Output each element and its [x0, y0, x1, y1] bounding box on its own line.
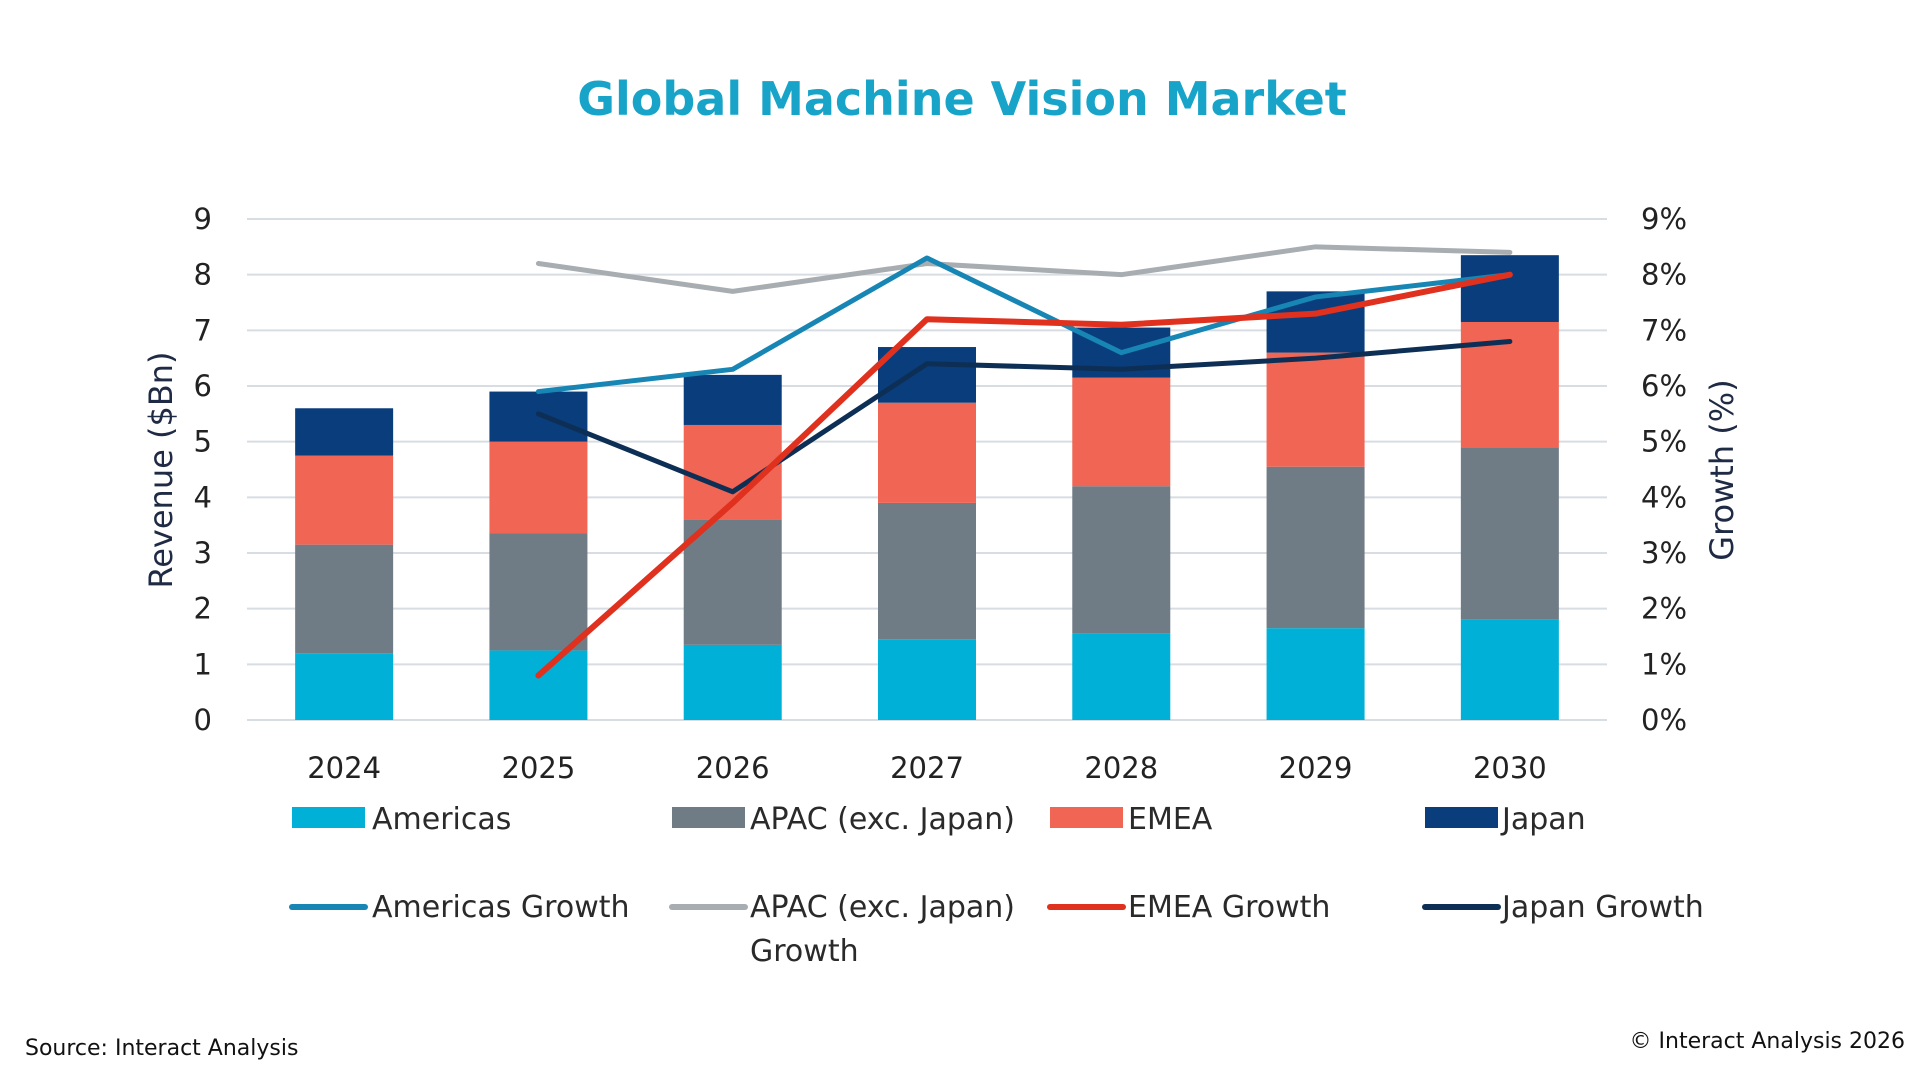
y2-tick-label: 7%: [1641, 313, 1687, 347]
right-axis-ticks: 0% 1% 2% 3% 4% 5% 6% 7% 8% 9%: [1641, 202, 1687, 737]
bar-apac-exc-japan-2030: [1460, 447, 1559, 620]
legend: Americas APAC (exc. Japan) EMEA Japan Americ…: [289, 802, 1704, 969]
bar-japan-2024: [295, 408, 394, 456]
bar-japan-2030: [1460, 255, 1559, 322]
x-tick-label: 2025: [502, 751, 576, 785]
x-tick-label: 2030: [1473, 751, 1547, 785]
x-tick-label: 2028: [1084, 751, 1158, 785]
y-axis-title: Revenue ($Bn): [142, 351, 180, 588]
x-tick-label: 2024: [307, 751, 381, 785]
legend-item-americas-growth: Americas Growth: [289, 890, 630, 925]
y2-tick-label: 6%: [1641, 369, 1687, 403]
bar-emea-2028: [1072, 377, 1171, 487]
bar-americas-2024: [295, 653, 394, 720]
legend-label: APAC (exc. Japan): [750, 802, 1015, 837]
legend-item-emea-growth: EMEA Growth: [1047, 890, 1330, 925]
y-tick-label: 0: [194, 703, 212, 737]
x-tick-label: 2027: [890, 751, 964, 785]
legend-swatch: [672, 807, 745, 828]
bar-apac-exc-japan-2025: [489, 533, 588, 651]
y-tick-label: 6: [194, 369, 212, 403]
line-japan-growth: [535, 338, 1513, 495]
legend-item-japan-growth: Japan Growth: [1422, 890, 1704, 925]
bar-americas-2028: [1072, 633, 1171, 720]
y-tick-label: 3: [194, 536, 212, 570]
y2-tick-label: 3%: [1641, 536, 1687, 570]
legend-item-japan: Japan: [1425, 802, 1586, 837]
legend-swatch: [1425, 807, 1498, 828]
y2-tick-label: 9%: [1641, 202, 1687, 236]
legend-label: Americas Growth: [372, 890, 630, 925]
legend-item-emea: EMEA: [1050, 802, 1213, 837]
line-layer: [535, 244, 1513, 679]
bar-emea-2024: [295, 455, 394, 545]
bar-apac-exc-japan-2029: [1266, 466, 1365, 629]
y2-tick-label: 1%: [1641, 647, 1687, 681]
bar-americas-2026: [683, 644, 782, 720]
legend-label: Americas: [372, 802, 511, 837]
bar-japan-2025: [489, 391, 588, 442]
x-tick-label: 2026: [696, 751, 770, 785]
bar-japan-2026: [683, 374, 782, 425]
y-tick-label: 4: [194, 480, 212, 514]
y2-tick-label: 0%: [1641, 703, 1687, 737]
bar-emea-2025: [489, 441, 588, 534]
chart-title: Global Machine Vision Market: [577, 72, 1347, 126]
bar-japan-2027: [878, 347, 976, 403]
bar-americas-2029: [1266, 628, 1365, 720]
legend-label: EMEA Growth: [1128, 890, 1330, 925]
left-axis-ticks: 0 1 2 3 4 5 6 7 8 9: [194, 202, 212, 737]
source-note: Source: Interact Analysis: [25, 1036, 298, 1061]
bar-apac-exc-japan-2024: [295, 544, 394, 654]
bar-apac-exc-japan-2027: [878, 502, 976, 640]
bar-japan-2029: [1266, 291, 1365, 353]
bar-americas-2025: [489, 650, 588, 720]
y-tick-label: 1: [194, 647, 212, 681]
y-tick-label: 5: [194, 425, 212, 459]
y-tick-label: 2: [194, 592, 212, 626]
line-emea-growth: [535, 271, 1513, 679]
x-axis-ticks: 2024 2025 2026 2027 2028 2029 2030: [307, 751, 1547, 785]
legend-swatch: [292, 807, 365, 828]
y2-tick-label: 4%: [1641, 480, 1687, 514]
bar-apac-exc-japan-2028: [1072, 486, 1171, 634]
x-tick-label: 2029: [1279, 751, 1353, 785]
legend-label: APAC (exc. Japan): [750, 890, 1015, 925]
y2-tick-label: 8%: [1641, 258, 1687, 292]
line-americas-growth: [535, 255, 1513, 395]
legend-item-apac-exc-japan-growth: APAC (exc. Japan) Growth: [669, 890, 1015, 969]
y2-axis-title: Growth (%): [1703, 379, 1741, 560]
bar-apac-exc-japan-2026: [683, 519, 782, 645]
bar-emea-2027: [878, 402, 976, 503]
bar-americas-2030: [1460, 619, 1559, 720]
bar-emea-2029: [1266, 352, 1365, 467]
legend-item-americas: Americas: [292, 802, 511, 837]
bar-americas-2027: [878, 639, 976, 720]
y2-tick-label: 2%: [1641, 592, 1687, 626]
legend-label: Japan: [1500, 802, 1586, 837]
legend-label: EMEA: [1128, 802, 1213, 837]
y-tick-label: 7: [194, 313, 212, 347]
bar-layer: [295, 255, 1559, 720]
legend-item-apac-exc-japan: APAC (exc. Japan): [672, 802, 1015, 837]
line-apac-exc-japan-growth: [535, 244, 1513, 294]
legend-label: Growth: [750, 934, 859, 969]
legend-label: Japan Growth: [1500, 890, 1704, 925]
copyright-note: © Interact Analysis 2026: [1630, 1029, 1905, 1054]
legend-swatch: [1050, 807, 1123, 828]
y2-tick-label: 5%: [1641, 425, 1687, 459]
y-tick-label: 8: [194, 258, 212, 292]
y-tick-label: 9: [194, 202, 212, 236]
